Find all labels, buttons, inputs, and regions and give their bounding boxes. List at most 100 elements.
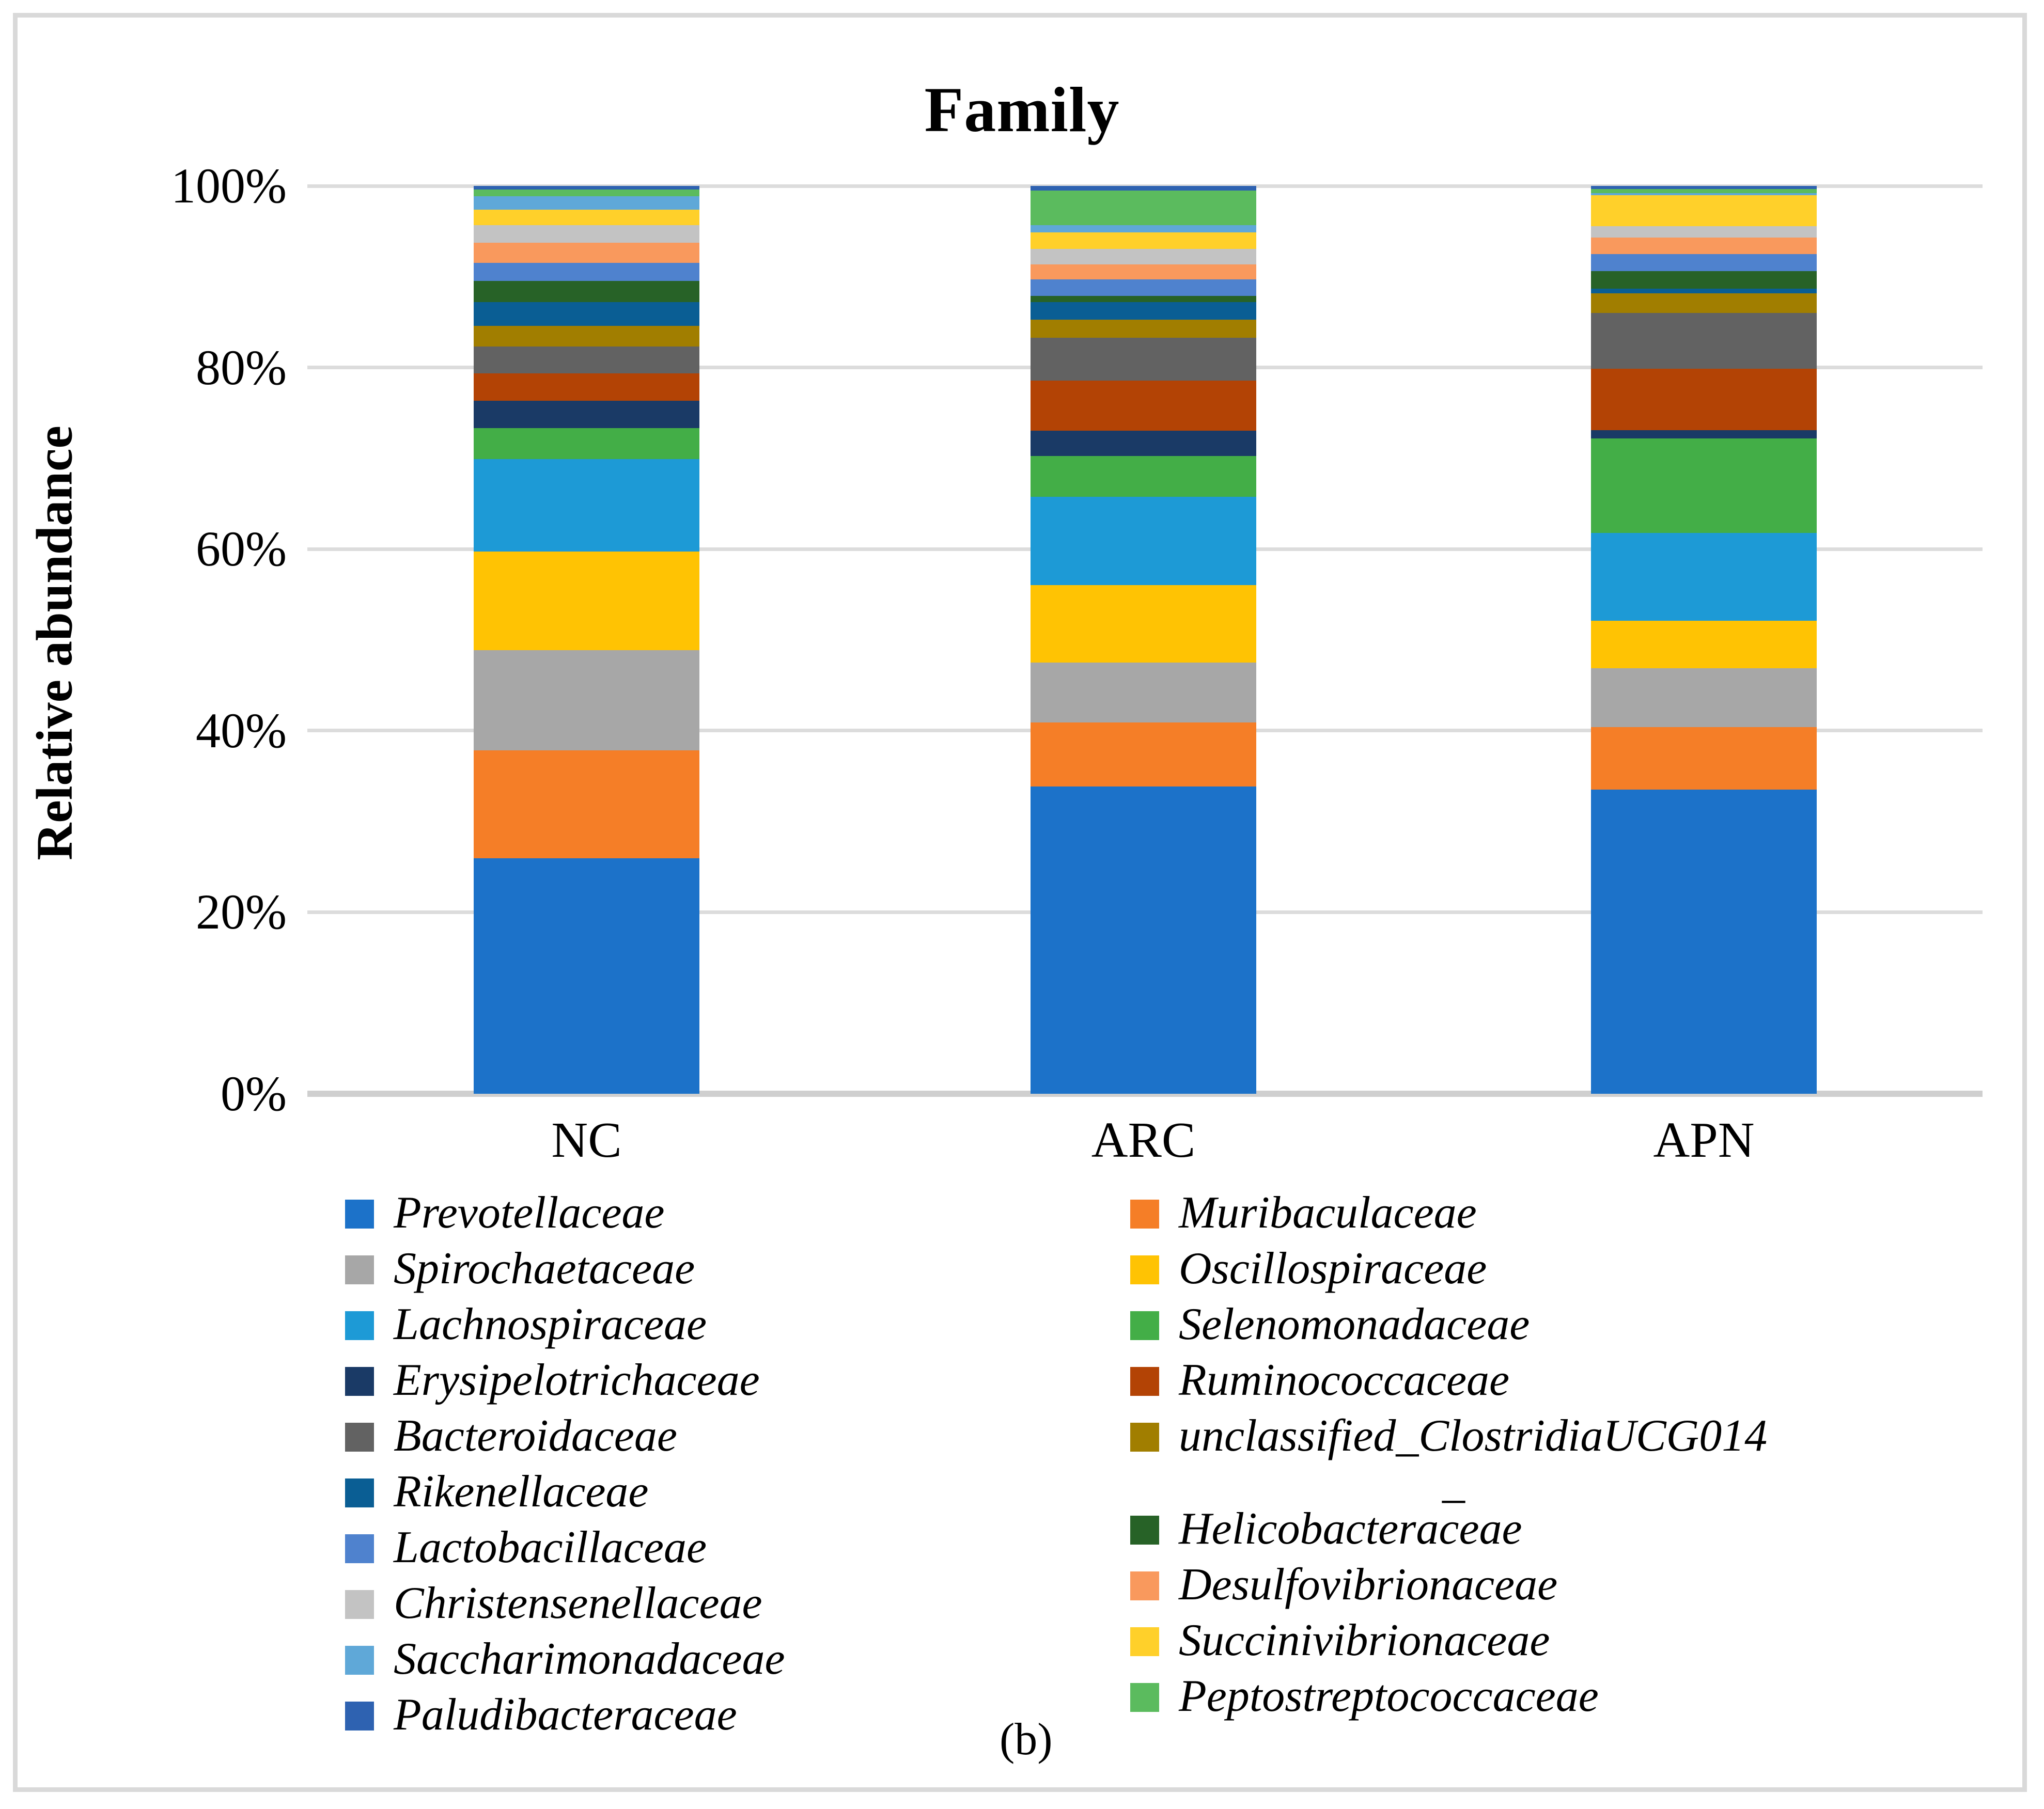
legend-item: Christensenellaceae (345, 1576, 1094, 1631)
legend-swatch-icon (345, 1200, 374, 1229)
legend-item: Peptostreptococcaceae (1130, 1669, 1988, 1724)
legend-item: Desulfovibrionaceae (1130, 1557, 1988, 1613)
bar-segment-selenomonadaceae (474, 428, 699, 459)
category-label: NC (551, 1112, 622, 1168)
bar-segment-desulfovibrionaceae (474, 242, 699, 263)
legend-label: unclassified_ClostridiaUCG014 _ (1179, 1411, 1768, 1507)
legend-label: Succinivibrionaceae (1179, 1615, 1550, 1665)
legend-swatch-icon (1130, 1571, 1159, 1600)
legend-swatch-icon (1130, 1516, 1159, 1545)
bar-arc (1031, 186, 1256, 1094)
legend-item: Lachnospiraceae (345, 1297, 1094, 1352)
x-axis-line (307, 1091, 1983, 1097)
bar-segment-saccharimonadaceae (1031, 225, 1256, 233)
bar-segment-helicobacteraceae (1591, 271, 1817, 289)
bar-segment-bacteroidaceae (1591, 313, 1817, 369)
legend-item: Erysipelotrichaceae (345, 1352, 1094, 1408)
legend-item: Selenomonadaceae (1130, 1297, 1988, 1352)
bar-segment-peptostreptococcaceae (474, 190, 699, 196)
legend-label: Desulfovibrionaceae (1179, 1560, 1558, 1610)
legend-item: Succinivibrionaceae (1130, 1613, 1988, 1669)
legend-item: Prevotellaceae (345, 1185, 1094, 1241)
legend-label: Paludibacteraceae (394, 1690, 737, 1740)
legend-label: Lactobacillaceae (394, 1522, 707, 1572)
bar-segment-oscillospiraceae (1031, 585, 1256, 663)
bar-nc (474, 186, 699, 1094)
bar-segment-oscillospiraceae (1591, 621, 1817, 668)
bar-segment-peptostreptococcaceae (1031, 191, 1256, 225)
legend-swatch-icon (1130, 1683, 1159, 1712)
legend-swatch-icon (345, 1423, 374, 1452)
y-axis-title: Relative abundance (25, 426, 83, 860)
legend-label: Lachnospiraceae (394, 1299, 707, 1349)
y-tick-label: 100% (171, 158, 287, 213)
legend-swatch-icon (345, 1646, 374, 1675)
bar-segment-spirochaetaceae (474, 650, 699, 751)
legend-label: Selenomonadaceae (1179, 1299, 1530, 1349)
bar-segment-christensenellaceae (1031, 248, 1256, 264)
bar-segment-selenomonadaceae (1031, 456, 1256, 497)
bar-segment-helicobacteraceae (474, 280, 699, 302)
bar-segment-succinivibrionaceae (1031, 232, 1256, 249)
bar-segment-unclassified_clostridiaucg014 (474, 325, 699, 347)
bar-segment-desulfovibrionaceae (1031, 264, 1256, 280)
bar-segment-lachnospiraceae (1591, 532, 1817, 621)
bar-segment-lactobacillaceae (1031, 279, 1256, 296)
bar-segment-spirochaetaceae (1031, 663, 1256, 723)
bar-segment-paludibacteraceae (474, 186, 699, 190)
legend-label: Saccharimonadaceae (394, 1634, 785, 1684)
legend-item: Paludibacteraceae (345, 1687, 1094, 1743)
bar-segment-erysipelotrichaceae (1591, 430, 1817, 438)
bar-segment-bacteroidaceae (1031, 338, 1256, 381)
legend-swatch-icon (1130, 1627, 1159, 1656)
legend-item: unclassified_ClostridiaUCG014 _ (1130, 1408, 1988, 1507)
bar-segment-paludibacteraceae (1591, 186, 1817, 189)
legend-item: Ruminococcaceae (1130, 1352, 1988, 1408)
legend-label: Rikenellaceae (394, 1467, 649, 1517)
legend-item: Rikenellaceae (345, 1464, 1094, 1520)
bar-segment-lactobacillaceae (1591, 254, 1817, 272)
bar-segment-christensenellaceae (1591, 226, 1817, 238)
bar-segment-succinivibrionaceae (1591, 195, 1817, 226)
bar-segment-lachnospiraceae (474, 459, 699, 552)
category-label: ARC (1091, 1112, 1196, 1168)
bar-segment-unclassified_clostridiaucg014 (1031, 319, 1256, 338)
legend-label: Ruminococcaceae (1179, 1355, 1510, 1405)
legend-item: Lactobacillaceae (345, 1520, 1094, 1576)
bar-segment-muribaculaceae (1591, 727, 1817, 790)
legend-swatch-icon (345, 1367, 374, 1396)
legend-item: Saccharimonadaceae (345, 1631, 1094, 1687)
bar-segment-rikenellaceae (474, 302, 699, 326)
legend-item: Helicobacteraceae (1130, 1501, 1988, 1557)
bar-segment-saccharimonadaceae (474, 196, 699, 210)
bar-segment-oscillospiraceae (474, 551, 699, 650)
bar-apn (1591, 186, 1817, 1094)
chart-title: Family (924, 74, 1120, 145)
bar-segment-spirochaetaceae (1591, 668, 1817, 727)
legend-label-wrap: _ (1442, 1457, 1465, 1507)
bar-segment-muribaculaceae (474, 750, 699, 858)
legend-swatch-icon (345, 1590, 374, 1619)
y-tick-label: 80% (196, 340, 287, 395)
y-tick-label: 0% (221, 1066, 287, 1121)
legend-item: Oscillospiraceae (1130, 1241, 1988, 1297)
bar-segment-prevotellaceae (474, 858, 699, 1094)
legend-swatch-icon (345, 1255, 374, 1284)
bar-segment-saccharimonadaceae (1591, 193, 1817, 195)
legend-item: Bacteroidaceae (345, 1408, 1094, 1464)
legend-column-right: Muribaculaceae Oscillospiraceae Selenomona… (1130, 1185, 1988, 1724)
legend-item: Muribaculaceae (1130, 1185, 1988, 1241)
legend-swatch-icon (1130, 1255, 1159, 1284)
bar-segment-lachnospiraceae (1031, 497, 1256, 586)
legend-label: Peptostreptococcaceae (1179, 1671, 1599, 1721)
legend-item: Spirochaetaceae (345, 1241, 1094, 1297)
bar-segment-lactobacillaceae (474, 262, 699, 281)
legend-label: Christensenellaceae (394, 1578, 762, 1628)
legend-swatch-icon (1130, 1423, 1159, 1452)
legend-label: Oscillospiraceae (1179, 1244, 1487, 1294)
legend-swatch-icon (1130, 1200, 1159, 1229)
figure-caption: (b) (1000, 1714, 1053, 1765)
y-tick-label: 20% (196, 884, 287, 939)
bar-segment-rikenellaceae (1031, 302, 1256, 320)
